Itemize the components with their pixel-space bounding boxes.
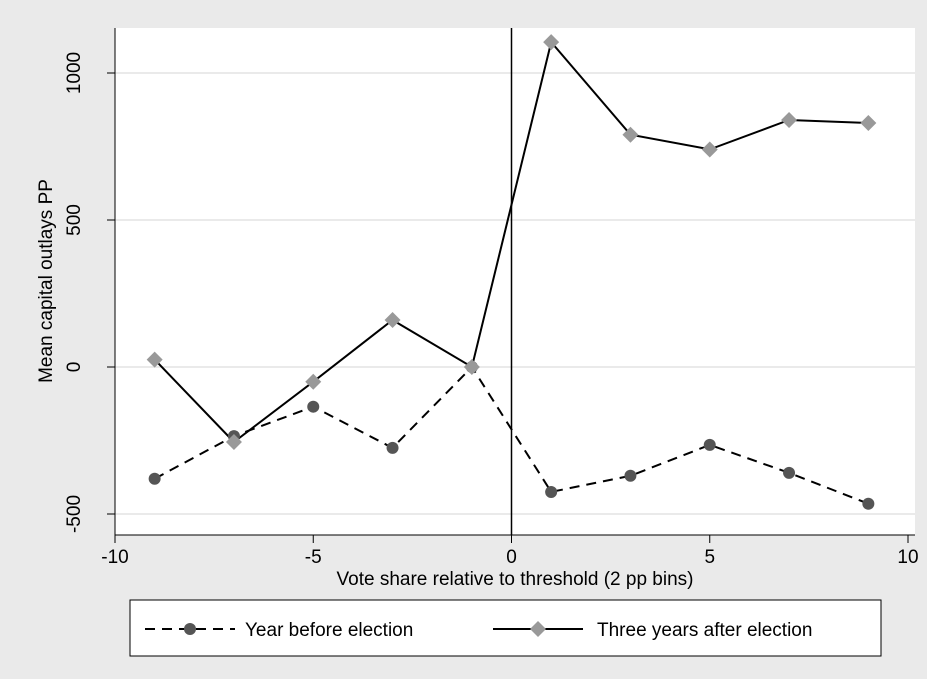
data-point-three-years-after xyxy=(781,112,798,129)
data-point-year-before xyxy=(148,472,161,485)
data-point-year-before xyxy=(624,469,637,482)
x-tick-label: 5 xyxy=(704,547,715,568)
series-layer xyxy=(146,28,877,535)
data-point-year-before xyxy=(386,441,399,454)
y-tick-label: -500 xyxy=(64,495,85,533)
data-point-year-before xyxy=(545,485,558,498)
legend-label-three-years-after: Three years after election xyxy=(597,620,812,641)
data-point-year-before xyxy=(783,466,796,479)
legend-marker-three-years-after xyxy=(530,621,546,637)
legend-label-year-before: Year before election xyxy=(245,620,413,641)
legend-marker-year-before xyxy=(184,623,196,635)
data-point-three-years-after xyxy=(622,126,639,143)
grid-lines xyxy=(115,72,915,515)
series-line-0 xyxy=(154,365,869,505)
x-tick-label: 10 xyxy=(897,547,918,568)
x-axis-title: Vote share relative to threshold (2 pp b… xyxy=(337,569,694,590)
data-point-year-before xyxy=(703,438,716,451)
data-point-three-years-after xyxy=(860,114,877,131)
data-point-three-years-after xyxy=(305,373,322,390)
data-point-year-before xyxy=(862,497,875,510)
data-point-three-years-after xyxy=(463,359,480,375)
x-tick-label: -5 xyxy=(305,547,322,568)
plot-area xyxy=(115,28,915,535)
data-point-three-years-after xyxy=(225,433,242,450)
axes: -500 0 500 1000 -10 -5 0 5 10 xyxy=(64,28,919,568)
y-tick-label: 0 xyxy=(64,362,85,373)
data-point-three-years-after xyxy=(384,311,401,328)
data-point-three-years-after xyxy=(543,34,560,51)
x-tick-label: -10 xyxy=(101,547,128,568)
x-tick-label: 0 xyxy=(506,547,517,568)
y-tick-label: 1000 xyxy=(64,52,85,94)
data-point-year-before xyxy=(307,400,320,413)
data-point-three-years-after xyxy=(146,351,163,368)
y-tick-label: 500 xyxy=(64,204,85,236)
series-line-1 xyxy=(153,39,869,444)
legend: Year before election Three years after e… xyxy=(129,599,882,657)
data-point-three-years-after xyxy=(701,141,718,158)
y-axis-title: Mean capital outlays PP xyxy=(36,179,57,383)
